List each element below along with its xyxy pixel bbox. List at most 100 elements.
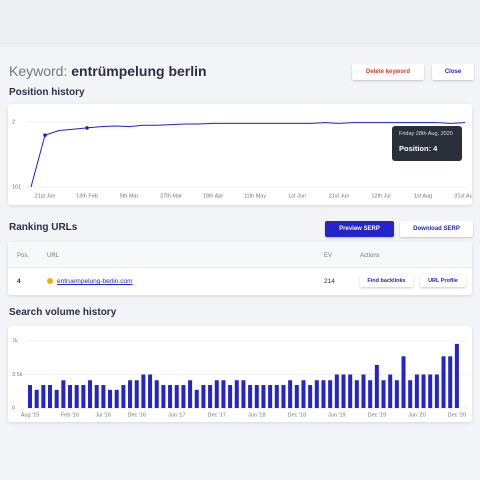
bar: [161, 385, 166, 408]
bar: [434, 374, 439, 408]
x-tick-label: 1st Jun: [288, 193, 306, 199]
x-tick-label: Dec '17: [208, 412, 226, 418]
position-card: 2 101 21st Jan 13th Feb 5th Mar 27th Mar 19th …: [8, 104, 472, 205]
bar: [261, 385, 266, 408]
bar: [201, 385, 206, 408]
action-button[interactable]: Find backlinks: [360, 275, 413, 287]
bar: [281, 385, 286, 408]
bar: [454, 343, 459, 408]
bar: [188, 380, 193, 408]
section-title: Ranking URLs: [9, 222, 78, 233]
column-header: Pos.: [17, 253, 30, 259]
close-button[interactable]: Close: [432, 64, 474, 80]
bar: [54, 389, 59, 408]
y-tick-label: 3.5k: [12, 372, 23, 378]
bar: [348, 374, 353, 408]
bar: [274, 385, 279, 408]
point: [43, 133, 47, 137]
bar: [141, 374, 146, 408]
keyword-label: Keyword:: [9, 63, 68, 79]
tooltip-date: Friday 28th Aug, 2020: [399, 131, 453, 137]
download-button[interactable]: Download SERP: [400, 221, 473, 237]
x-tick-label: 1st Aug: [414, 193, 432, 199]
label: Delete keyword: [365, 69, 411, 75]
bar: [208, 385, 213, 408]
bar: [314, 380, 319, 408]
position-line: [30, 122, 466, 188]
label: Preview SERP: [339, 226, 380, 232]
bar: [81, 385, 86, 408]
x-tick-label: 19th Apr: [203, 193, 224, 199]
bar: [374, 364, 379, 408]
bar: [214, 380, 219, 408]
bar: [174, 385, 179, 408]
bar: [234, 380, 239, 408]
x-tick-label: 27th Mar: [160, 193, 182, 199]
bar: [294, 385, 299, 408]
point: [85, 126, 89, 130]
bar: [421, 374, 426, 408]
table-header: [8, 242, 472, 268]
bar: [308, 385, 313, 408]
bar: [321, 380, 326, 408]
x-tick-label: Dec '20: [448, 412, 466, 418]
bar: [401, 356, 406, 408]
bar: [41, 385, 46, 408]
section-title: Search volume history: [9, 307, 117, 318]
bar: [114, 389, 119, 408]
x-tick-label: Jun '20: [408, 412, 426, 418]
cell: 214: [324, 278, 335, 285]
position-chart: 2 101 21st Jan 13th Feb 5th Mar 27th Mar 19th …: [12, 119, 472, 199]
volume-card: 7k 3.5k 0 Aug '15 Feb '16 Jul '16 Dec '16 Jun '…: [8, 326, 472, 422]
bar: [368, 380, 373, 408]
bar: [354, 380, 359, 408]
x-tick-label: 31st Aug: [454, 193, 472, 199]
action-button[interactable]: URL Profile: [420, 275, 466, 287]
column-header: EV: [324, 253, 333, 259]
bar: [301, 380, 306, 408]
bar: [94, 385, 99, 408]
bar: [408, 380, 413, 408]
tooltip-text: Position: 4: [399, 144, 438, 153]
x-tick-label: Dec '16: [127, 412, 145, 418]
bar: [381, 380, 386, 408]
x-tick-label: Feb '16: [61, 412, 79, 418]
x-tick-label: Jun '18: [248, 412, 266, 418]
section-title: Position history: [9, 87, 85, 98]
x-tick-label: Dec '19: [368, 412, 386, 418]
table-card: Pos. URL EV Actions 4 entruempelung-berl…: [8, 242, 472, 295]
bar: [108, 389, 113, 408]
label: Download SERP: [413, 226, 460, 232]
bar: [341, 374, 346, 408]
bar: [68, 385, 73, 408]
favicon: [47, 278, 53, 284]
bar: [34, 389, 39, 408]
bar: [268, 385, 273, 408]
bar: [221, 380, 226, 408]
volume-chart: 7k 3.5k 0 Aug '15 Feb '16 Jul '16 Dec '16 Jun '…: [12, 338, 468, 418]
preview-button[interactable]: Preview SERP: [325, 221, 394, 237]
bar: [334, 374, 339, 408]
keyword-heading: Keyword: entrümpelung berlin: [9, 63, 207, 79]
y-tick-label: 0: [12, 405, 15, 411]
bar: [394, 380, 399, 408]
x-tick-label: 21st Jun: [329, 193, 350, 199]
delete-button[interactable]: Delete keyword: [352, 64, 424, 80]
x-tick-label: Aug '15: [21, 412, 39, 418]
column-header: URL: [47, 253, 60, 259]
x-tick-label: Jun '19: [328, 412, 346, 418]
bar: [254, 385, 259, 408]
label: URL Profile: [428, 278, 458, 284]
bar: [134, 380, 139, 408]
url-link[interactable]: entruempelung-berlin.com: [57, 278, 133, 285]
x-tick-label: Jul '16: [96, 412, 112, 418]
bar: [28, 385, 32, 408]
bar: [241, 380, 246, 408]
bar: [288, 380, 293, 408]
x-tick-label: Jun '17: [168, 412, 186, 418]
x-tick-label: 11th May: [244, 193, 266, 199]
bar: [148, 374, 153, 408]
bar: [128, 380, 133, 408]
bar: [194, 389, 199, 408]
